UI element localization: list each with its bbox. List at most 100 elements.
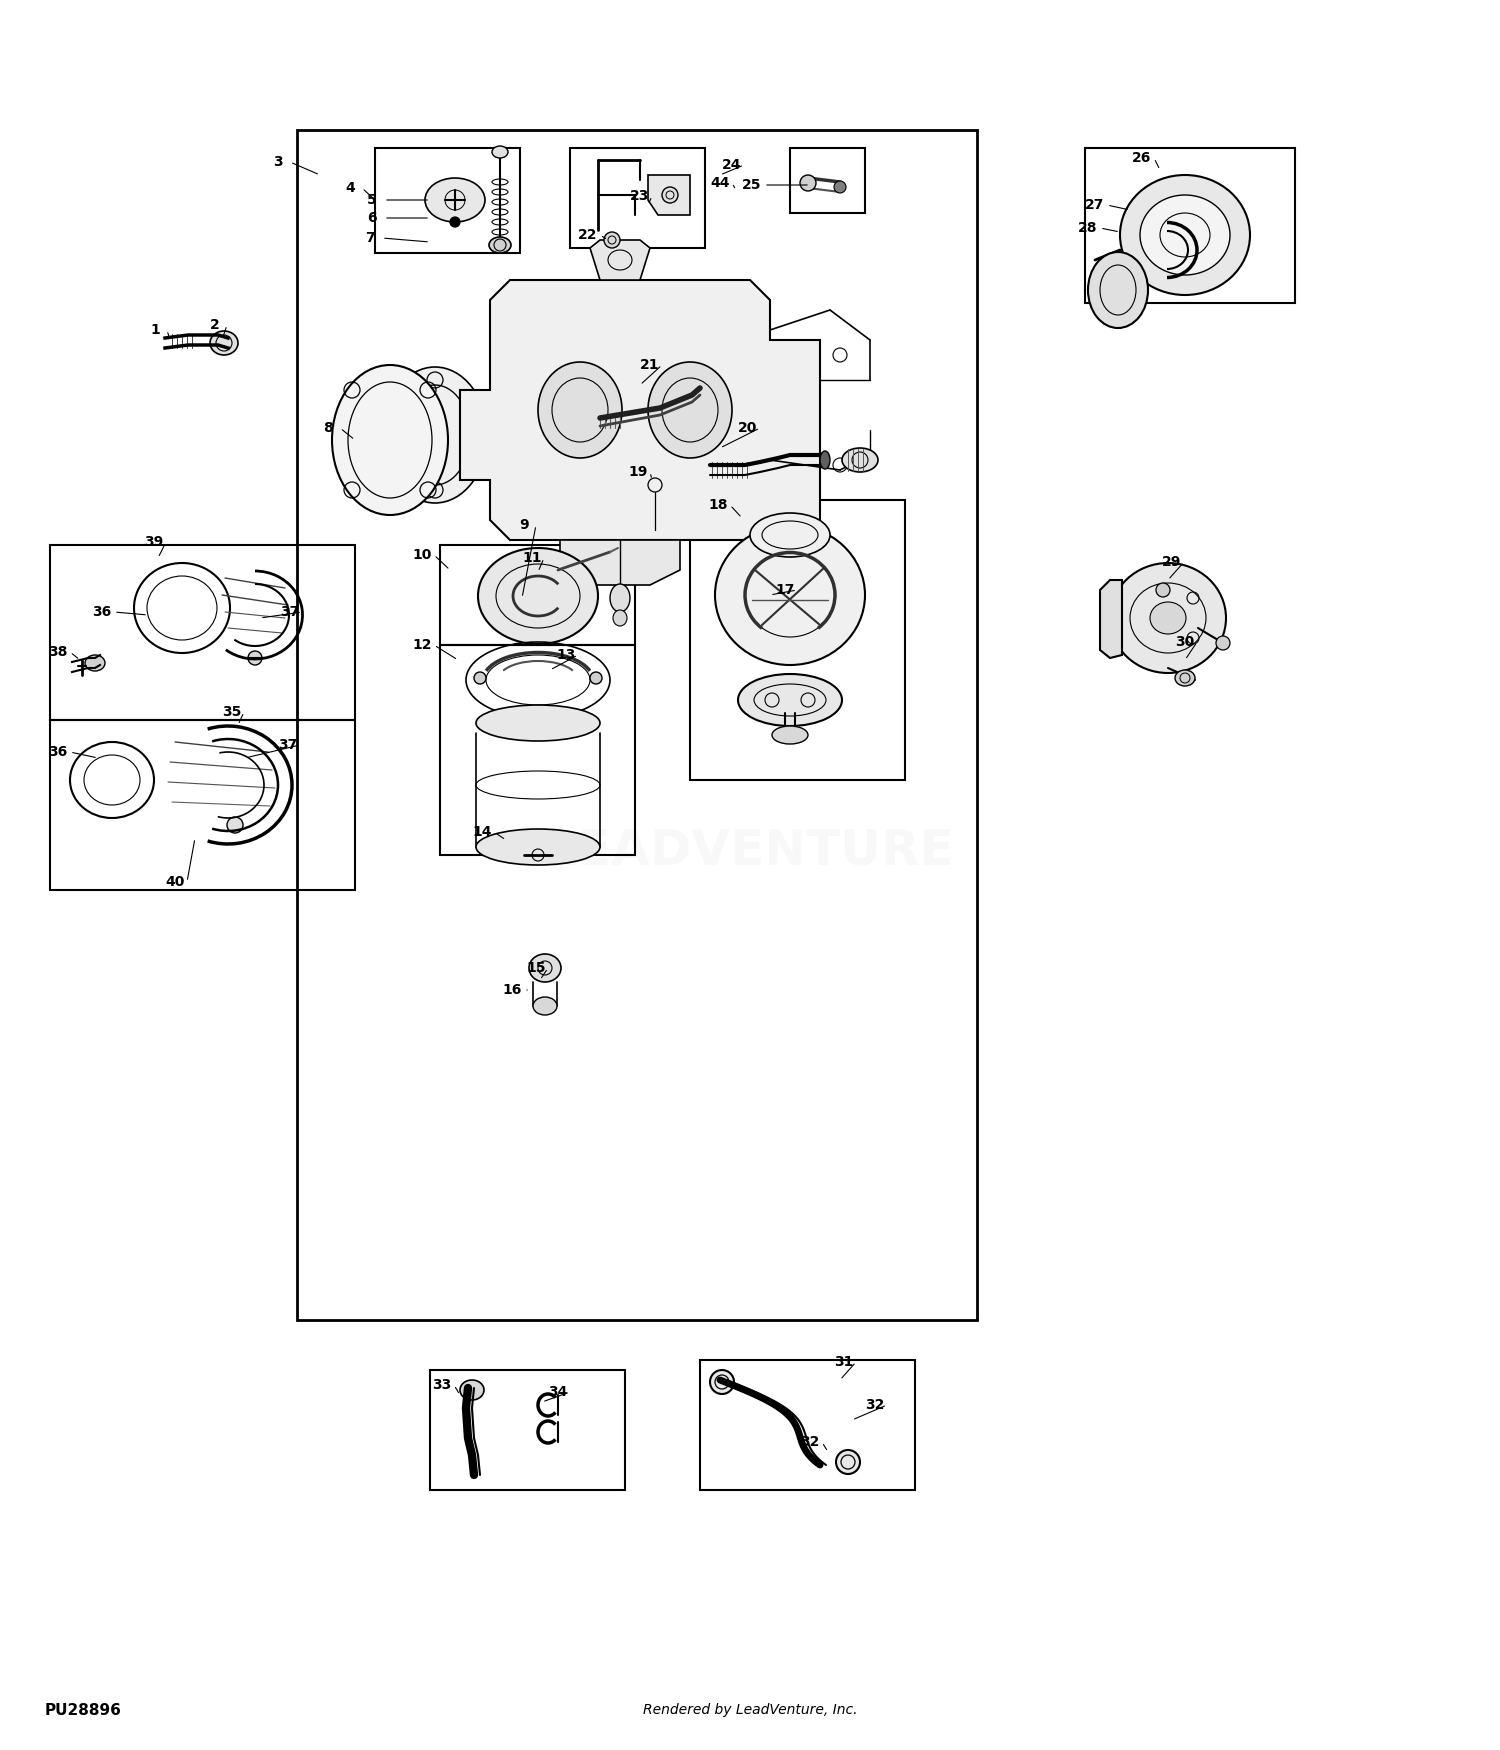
- Ellipse shape: [530, 954, 561, 982]
- Ellipse shape: [738, 674, 842, 726]
- Text: 8: 8: [322, 422, 333, 436]
- Bar: [440, 544, 634, 646]
- Circle shape: [834, 180, 846, 192]
- Text: 15: 15: [526, 961, 546, 975]
- Polygon shape: [590, 240, 650, 280]
- Ellipse shape: [750, 513, 830, 556]
- Text: 30: 30: [1176, 635, 1194, 649]
- Text: 9: 9: [519, 518, 530, 532]
- Text: 3: 3: [273, 156, 284, 170]
- Text: 40: 40: [165, 875, 184, 889]
- Text: 17: 17: [776, 583, 795, 597]
- Text: 36: 36: [48, 746, 68, 760]
- Bar: [570, 149, 705, 248]
- Text: 33: 33: [432, 1377, 451, 1391]
- Circle shape: [836, 1451, 860, 1474]
- Circle shape: [1216, 635, 1230, 649]
- Circle shape: [662, 187, 678, 203]
- Text: 16: 16: [503, 984, 522, 997]
- Polygon shape: [1100, 579, 1122, 658]
- Circle shape: [604, 233, 619, 248]
- Ellipse shape: [86, 654, 105, 670]
- Ellipse shape: [842, 448, 878, 472]
- Text: 20: 20: [738, 422, 758, 436]
- Bar: [50, 544, 356, 719]
- Text: 12: 12: [413, 639, 432, 653]
- Text: Rendered by LeadVenture, Inc.: Rendered by LeadVenture, Inc.: [642, 1703, 856, 1717]
- Ellipse shape: [1088, 252, 1148, 327]
- Text: 25: 25: [742, 178, 762, 192]
- Ellipse shape: [1150, 602, 1186, 634]
- Text: 34: 34: [549, 1384, 567, 1398]
- Ellipse shape: [1140, 194, 1230, 275]
- Polygon shape: [648, 175, 690, 215]
- Ellipse shape: [476, 705, 600, 740]
- Ellipse shape: [476, 830, 600, 864]
- Circle shape: [248, 651, 262, 665]
- Ellipse shape: [382, 368, 488, 502]
- Circle shape: [226, 817, 243, 833]
- Text: 44: 44: [710, 177, 729, 191]
- Text: LEADVENTURE: LEADVENTURE: [546, 826, 954, 873]
- Text: 24: 24: [722, 158, 741, 172]
- Text: 7: 7: [364, 231, 375, 245]
- Text: 35: 35: [222, 705, 242, 719]
- Text: 21: 21: [640, 359, 660, 373]
- Circle shape: [800, 175, 816, 191]
- Ellipse shape: [424, 178, 484, 222]
- Polygon shape: [560, 541, 680, 584]
- Text: 37: 37: [280, 606, 300, 620]
- Text: 39: 39: [144, 536, 164, 550]
- Text: 32: 32: [865, 1398, 885, 1412]
- Ellipse shape: [538, 362, 622, 459]
- Text: 38: 38: [48, 646, 68, 660]
- Ellipse shape: [460, 1381, 484, 1400]
- Ellipse shape: [716, 525, 866, 665]
- Text: 29: 29: [1162, 555, 1182, 569]
- Text: 23: 23: [630, 189, 650, 203]
- Text: 13: 13: [556, 648, 576, 662]
- Text: 14: 14: [472, 824, 492, 838]
- Bar: [690, 500, 904, 780]
- Circle shape: [474, 672, 486, 684]
- Ellipse shape: [332, 366, 448, 514]
- Text: 36: 36: [93, 606, 111, 620]
- Ellipse shape: [614, 611, 627, 626]
- Text: PU28896: PU28896: [45, 1703, 122, 1717]
- Text: 26: 26: [1132, 150, 1152, 164]
- Text: 32: 32: [801, 1435, 819, 1449]
- Text: 28: 28: [1078, 220, 1098, 234]
- Bar: [580, 355, 710, 430]
- Text: 1: 1: [150, 324, 160, 338]
- Ellipse shape: [648, 362, 732, 459]
- Text: 19: 19: [628, 466, 648, 480]
- Ellipse shape: [492, 145, 508, 158]
- Text: 2: 2: [210, 318, 220, 332]
- Ellipse shape: [610, 584, 630, 612]
- Text: 27: 27: [1086, 198, 1104, 212]
- Bar: [440, 646, 634, 856]
- Ellipse shape: [1120, 175, 1250, 296]
- Polygon shape: [460, 280, 820, 541]
- Ellipse shape: [489, 236, 512, 254]
- Circle shape: [450, 217, 460, 228]
- Text: 6: 6: [368, 212, 376, 226]
- Bar: [430, 1370, 626, 1489]
- Text: 37: 37: [279, 738, 297, 752]
- Text: 4: 4: [345, 180, 355, 194]
- Text: 5: 5: [368, 192, 376, 206]
- Bar: [700, 1360, 915, 1489]
- Ellipse shape: [772, 726, 808, 744]
- Text: 31: 31: [834, 1354, 854, 1368]
- Circle shape: [1156, 583, 1170, 597]
- Ellipse shape: [210, 331, 238, 355]
- Text: 10: 10: [413, 548, 432, 562]
- Text: 18: 18: [708, 499, 728, 513]
- Bar: [50, 719, 356, 891]
- Bar: [790, 149, 865, 214]
- Circle shape: [590, 672, 602, 684]
- Bar: [1084, 149, 1294, 303]
- Ellipse shape: [532, 997, 556, 1015]
- Text: 11: 11: [522, 551, 542, 565]
- Ellipse shape: [1110, 564, 1226, 674]
